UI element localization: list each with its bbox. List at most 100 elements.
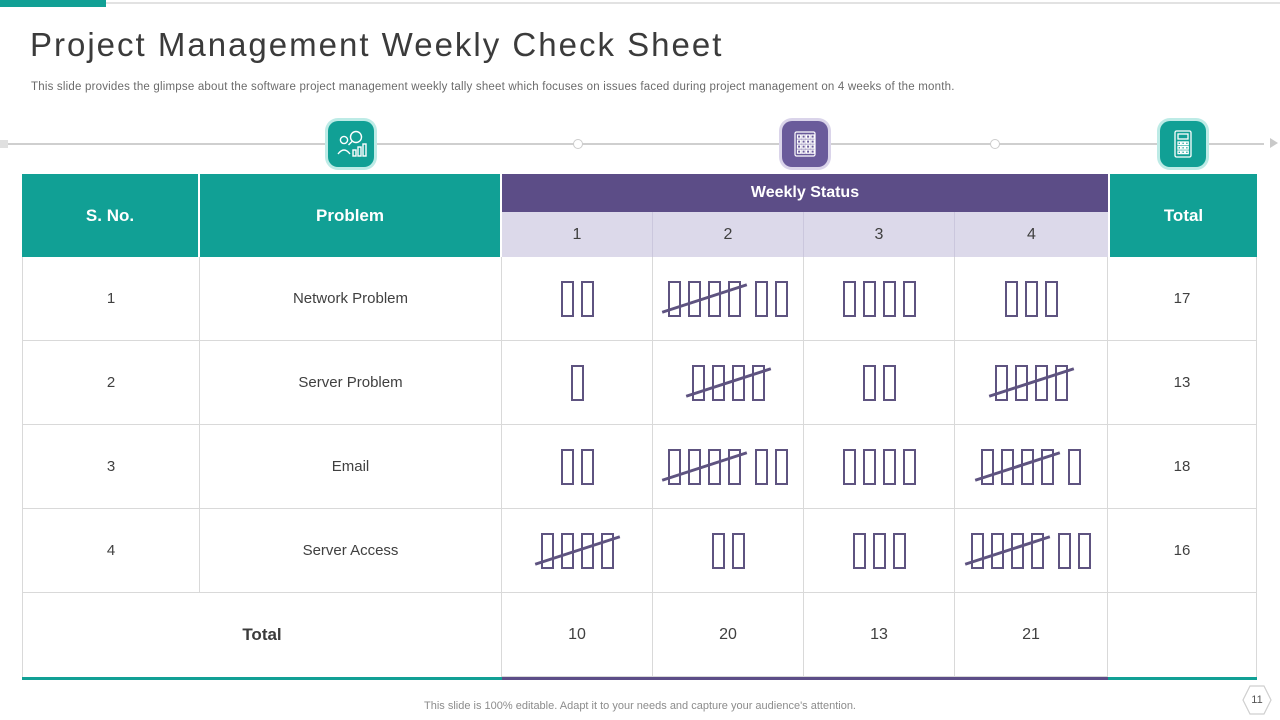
tally-mark xyxy=(872,532,886,569)
tally-group xyxy=(711,532,745,569)
tally-cell-week-4 xyxy=(955,257,1108,341)
tally-mark xyxy=(731,532,745,569)
tally-mark xyxy=(560,532,574,569)
column-header-weekly-status: Weekly Status xyxy=(502,174,1108,212)
calculator-icon xyxy=(1160,121,1206,167)
tally-five-group xyxy=(540,532,614,569)
row-total: 18 xyxy=(1108,425,1257,509)
tally-mark xyxy=(560,448,574,485)
tally-mark xyxy=(1054,364,1068,401)
tally-group xyxy=(862,364,896,401)
totals-row-label: Total xyxy=(22,593,502,677)
tally-group xyxy=(1058,532,1091,569)
column-header-week-4: 4 xyxy=(955,212,1108,257)
tally-mark xyxy=(731,364,745,401)
tally-group xyxy=(560,280,594,317)
tally-mark xyxy=(711,532,725,569)
column-header-week-3: 3 xyxy=(804,212,955,257)
tally-mark xyxy=(580,532,594,569)
tally-mark xyxy=(862,364,876,401)
tally-mark xyxy=(688,280,701,317)
hexagon-icon xyxy=(1242,685,1272,715)
tally-group xyxy=(852,532,906,569)
row-total: 16 xyxy=(1108,509,1257,593)
row-problem: Server Problem xyxy=(200,341,502,425)
tally-mark xyxy=(882,364,896,401)
tally-group xyxy=(842,280,916,317)
page-subtitle: This slide provides the glimpse about th… xyxy=(31,81,955,93)
tally-group xyxy=(560,448,594,485)
tally-cell-week-4 xyxy=(955,341,1108,425)
tally-mark xyxy=(668,280,681,317)
tally-cell-week-1 xyxy=(502,257,653,341)
tally-mark xyxy=(570,364,584,401)
footer-note: This slide is 100% editable. Adapt it to… xyxy=(424,700,856,712)
top-accent-bar xyxy=(0,0,106,7)
row-total: 17 xyxy=(1108,257,1257,341)
tally-mark xyxy=(775,280,788,317)
bottom-accent-purple xyxy=(502,677,1108,680)
column-header-total: Total xyxy=(1108,174,1257,257)
tally-group xyxy=(842,448,916,485)
tally-mark xyxy=(1058,532,1071,569)
page-number: 11 xyxy=(1251,694,1263,706)
column-header-sno: S. No. xyxy=(22,174,200,257)
tally-mark xyxy=(708,280,721,317)
tally-mark xyxy=(668,448,681,485)
timeline-node xyxy=(573,139,583,149)
tally-mark xyxy=(1034,364,1048,401)
top-divider-line xyxy=(106,2,1280,4)
tally-cell-week-3 xyxy=(804,341,955,425)
tally-five-group xyxy=(981,448,1054,485)
tally-cell-week-2 xyxy=(653,509,804,593)
page-number-badge: 11 xyxy=(1241,684,1273,716)
tally-mark xyxy=(775,448,788,485)
timeline-start-marker xyxy=(0,140,8,148)
column-header-week-2: 2 xyxy=(653,212,804,257)
tally-mark xyxy=(862,280,876,317)
tally-mark xyxy=(1024,280,1038,317)
row-sno: 1 xyxy=(22,257,200,341)
tally-cell-week-1 xyxy=(502,341,653,425)
check-sheet-table: S. No. Problem Weekly Status 1 2 3 4 Tot… xyxy=(22,174,1257,677)
tally-grid-icon xyxy=(782,121,828,167)
row-problem: Email xyxy=(200,425,502,509)
tally-cell-week-4 xyxy=(955,425,1108,509)
totals-week-4: 21 xyxy=(955,593,1108,677)
tally-mark xyxy=(708,448,721,485)
totals-week-2: 20 xyxy=(653,593,804,677)
timeline-arrow-icon xyxy=(1270,138,1278,148)
tally-mark xyxy=(580,280,594,317)
row-problem: Server Access xyxy=(200,509,502,593)
tally-mark xyxy=(1078,532,1091,569)
tally-mark xyxy=(560,280,574,317)
tally-five-group xyxy=(668,448,741,485)
tally-mark xyxy=(971,532,984,569)
tally-mark xyxy=(882,448,896,485)
tally-five-group xyxy=(971,532,1044,569)
timeline-line xyxy=(8,143,1264,145)
column-header-problem: Problem xyxy=(200,174,502,257)
tally-five-group xyxy=(994,364,1068,401)
tally-mark xyxy=(862,448,876,485)
tally-group xyxy=(1068,448,1081,485)
tally-group xyxy=(755,280,788,317)
bottom-accent-teal-left xyxy=(22,677,502,680)
totals-empty-cell xyxy=(1108,593,1257,677)
tally-mark xyxy=(755,280,768,317)
tally-cell-week-1 xyxy=(502,509,653,593)
tally-mark xyxy=(728,280,741,317)
tally-mark xyxy=(981,448,994,485)
row-sno: 4 xyxy=(22,509,200,593)
tally-mark xyxy=(580,448,594,485)
page-title: Project Management Weekly Check Sheet xyxy=(30,26,724,63)
tally-five-group xyxy=(668,280,741,317)
timeline-node xyxy=(990,139,1000,149)
column-header-week-1: 1 xyxy=(502,212,653,257)
tally-mark xyxy=(600,532,614,569)
tally-mark xyxy=(711,364,725,401)
row-total: 13 xyxy=(1108,341,1257,425)
tally-mark xyxy=(728,448,741,485)
tally-mark xyxy=(1001,448,1014,485)
